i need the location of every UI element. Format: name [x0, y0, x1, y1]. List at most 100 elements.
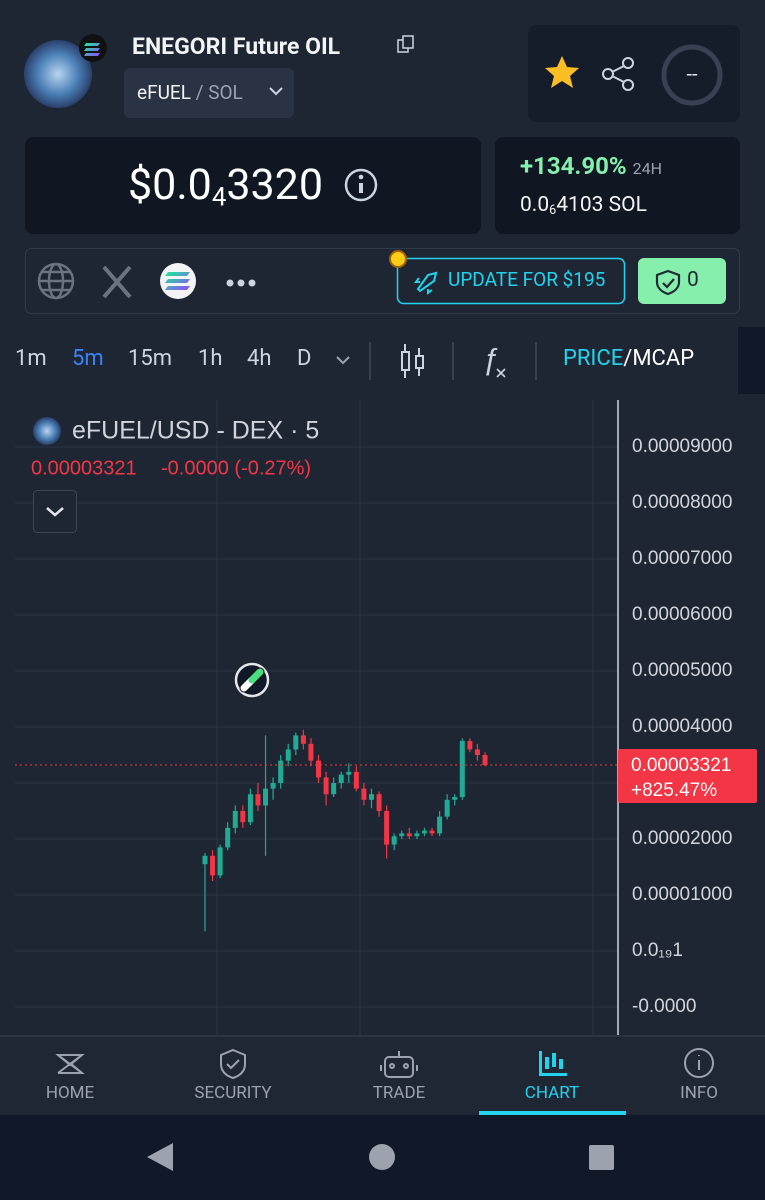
toggle-mcap: MCAP: [632, 346, 695, 371]
candle-body: [263, 788, 269, 806]
y-tick-label: 0.00001000: [632, 884, 732, 905]
header-graphics: ƒ: [0, 25, 765, 394]
sol-prefix: 0.0: [520, 193, 550, 217]
candle-body: [437, 816, 443, 834]
update-button[interactable]: [396, 257, 626, 305]
candle-body: [444, 799, 450, 817]
nav-label[interactable]: SECURITY: [194, 1083, 272, 1103]
sol-digits: 4103 SOL: [556, 193, 647, 217]
candle-body: [232, 811, 238, 828]
legend-change: -0.0000 (-0.27%): [161, 457, 311, 479]
candle-body: [217, 847, 223, 876]
candle-body: [459, 741, 465, 798]
token-name: ENEGORI Future OIL: [132, 33, 341, 60]
pair-base: eFUEL: [137, 81, 191, 104]
score: --: [686, 62, 698, 86]
candle-body: [225, 827, 231, 848]
timeframe-button[interactable]: 5m: [72, 346, 104, 371]
y-tick-label: 0.00009000: [632, 436, 732, 457]
indicators-icon[interactable]: ƒ: [482, 343, 499, 376]
info-icon[interactable]: [344, 168, 378, 202]
y-tick-label: -0.0000: [632, 996, 696, 1017]
pair-dropdown[interactable]: [124, 68, 294, 118]
candle-body: [376, 794, 382, 812]
price-prefix: $0.0: [128, 160, 212, 210]
y-tick-label: 0.0₁₉1: [632, 940, 683, 961]
candle-body: [293, 735, 299, 750]
nav-label[interactable]: INFO: [680, 1083, 718, 1103]
toggle-price: PRICE: [563, 346, 624, 371]
sol-zeros: 6: [549, 203, 557, 219]
favorite-star[interactable]: [545, 56, 579, 88]
website-icon[interactable]: [37, 262, 75, 300]
price-digits: 3320: [226, 160, 324, 210]
candle-body: [285, 749, 291, 761]
price-card: [25, 137, 481, 234]
legend-toggle[interactable]: [33, 490, 77, 533]
y-tick-label: 0.00008000: [632, 492, 732, 513]
change-period: 24H: [632, 159, 663, 178]
candle-body: [278, 760, 284, 784]
y-tick-label: 0.00007000: [632, 548, 732, 569]
candle-body: [210, 855, 216, 876]
share-icon[interactable]: [602, 57, 634, 91]
price-zeros: 4: [211, 182, 227, 213]
bottom-bar: [0, 1035, 765, 1200]
candle-body: [316, 760, 322, 778]
links-bar: [25, 248, 740, 314]
timeframe-button[interactable]: 15m: [128, 346, 173, 371]
vote-button[interactable]: [638, 258, 726, 304]
recents-button[interactable]: [589, 1145, 614, 1170]
candle-body: [474, 749, 480, 756]
candle-body: [429, 830, 435, 834]
candle-body: [338, 774, 344, 784]
update-label: UPDATE FOR $195: [448, 268, 606, 291]
timeframe-button[interactable]: D: [297, 346, 312, 371]
candle-body: [482, 755, 488, 766]
info-nav-icon[interactable]: [684, 1048, 714, 1078]
candle-body: [406, 833, 412, 837]
x-icon[interactable]: [102, 265, 132, 299]
change-percent: +134.90% 24H: [520, 152, 662, 180]
candle-body: [331, 783, 337, 795]
candle-body: [300, 735, 306, 744]
nav-label[interactable]: TRADE: [372, 1083, 426, 1103]
back-button[interactable]: [147, 1143, 173, 1171]
score-gauge: [661, 44, 723, 106]
toggle-separator: /: [623, 346, 633, 371]
security-icon[interactable]: [220, 1048, 246, 1080]
candle-body: [323, 777, 329, 795]
nav-label[interactable]: CHART: [524, 1083, 580, 1103]
pair-label: eFUEL / SOL: [137, 81, 243, 104]
pair-quote: / SOL: [195, 81, 243, 104]
candle-body: [391, 836, 397, 845]
more-icon[interactable]: [226, 279, 256, 287]
candle-body: [467, 741, 473, 750]
chart-title: eFUEL/USD - DEX · 5: [72, 417, 319, 445]
chart-nav-icon[interactable]: [539, 1051, 567, 1076]
y-tick-label: 0.00002000: [632, 828, 732, 849]
home-icon[interactable]: [55, 1054, 85, 1074]
candle-body: [414, 833, 420, 837]
last-price-label: 0.00003321: [631, 755, 731, 776]
home-button[interactable]: [369, 1144, 395, 1170]
token-avatar: [24, 40, 92, 108]
chart-type-icon[interactable]: [401, 344, 424, 378]
timeframe-button[interactable]: 1h: [198, 346, 223, 371]
candle-body: [202, 855, 208, 865]
timeframe-button[interactable]: 4h: [247, 346, 272, 371]
legend-last: 0.00003321: [31, 457, 137, 479]
candle-body: [452, 797, 458, 800]
nav-label[interactable]: HOME: [45, 1083, 95, 1103]
y-tick-label: 0.00006000: [632, 604, 732, 625]
vote-count: 0: [687, 268, 699, 292]
copy-icon[interactable]: [402, 35, 414, 49]
toolbar: [0, 327, 765, 394]
chart: eFUEL/USD - DEX · 5 0.00003321 -0.0000 (…: [0, 400, 765, 1035]
timeframe-button[interactable]: 1m: [15, 346, 47, 371]
price-mcap-toggle[interactable]: PRICE/MCAP: [563, 346, 694, 371]
candle-body: [368, 794, 374, 800]
candle-body: [270, 783, 276, 789]
candle-body: [353, 771, 359, 789]
